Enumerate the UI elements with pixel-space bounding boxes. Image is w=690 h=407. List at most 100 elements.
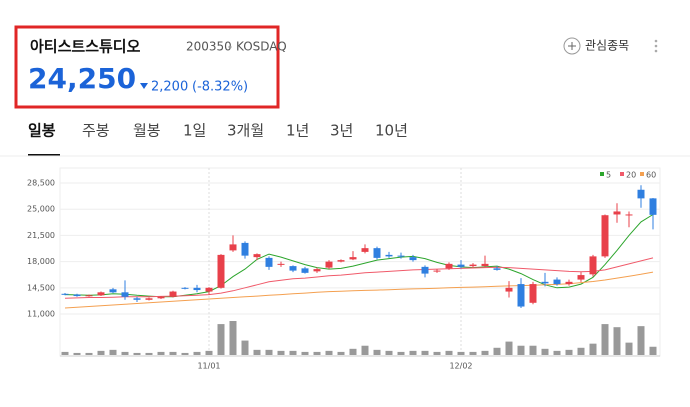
candle-body (301, 268, 309, 273)
candle-body (649, 198, 657, 215)
stock-name: 아티스트스튜디오 (30, 38, 141, 56)
candle-body (85, 295, 93, 297)
volume-bar (529, 345, 537, 355)
tab[interactable]: 3개월 (227, 122, 264, 140)
volume-bar (397, 351, 405, 355)
candle-body (613, 211, 621, 215)
candle-body (61, 293, 69, 295)
volume-bar (253, 349, 261, 355)
candle-body (505, 287, 513, 292)
legend-label: 20 (626, 171, 636, 180)
volume-bar (121, 351, 129, 355)
candle-body (529, 284, 537, 303)
candle-body (553, 279, 561, 285)
tab[interactable]: 주봉 (82, 122, 110, 140)
volume-bar (553, 350, 561, 355)
volume-bar (445, 350, 453, 355)
ma-line (64, 271, 654, 309)
ma-line (64, 214, 654, 298)
tab[interactable]: 1년 (286, 122, 309, 140)
candle-body (337, 260, 345, 262)
candle-body (325, 261, 333, 268)
stock-code: 200350 (186, 40, 232, 54)
candle-body (625, 214, 633, 216)
candle-body (517, 284, 525, 307)
candle-body (157, 296, 165, 299)
candle-body (433, 270, 441, 272)
volume-bar (157, 351, 165, 355)
watch-label[interactable]: 관심종목 (585, 39, 629, 53)
candle-body (601, 215, 609, 257)
x-tick-label: 11/01 (197, 362, 220, 371)
more-menu[interactable] (654, 39, 658, 53)
volume-bar (325, 350, 333, 355)
candle-body (109, 289, 117, 293)
watch-button[interactable]: 관심종목 (563, 37, 629, 55)
candle-body (385, 254, 393, 257)
candle-body (577, 275, 585, 280)
candle-body (181, 287, 189, 289)
volume-bar (73, 352, 81, 355)
volume-bar (217, 324, 225, 355)
volume-bar (109, 349, 117, 355)
volume-bar (505, 341, 513, 355)
candle-body (493, 268, 501, 270)
volume-bar (373, 349, 381, 355)
candle-body (373, 248, 381, 258)
volume-bar (433, 351, 441, 355)
y-tick-label: 25,000 (27, 205, 55, 214)
tab[interactable]: 1일 (183, 122, 206, 140)
y-tick-label: 21,500 (27, 231, 55, 240)
y-tick-label: 18,000 (27, 257, 55, 266)
volume-bar (145, 352, 153, 355)
tab[interactable]: 10년 (375, 122, 408, 140)
volume-bar (277, 350, 285, 355)
volume-bar (409, 350, 417, 355)
volume-bar (361, 345, 369, 355)
candle-body (241, 242, 249, 256)
candle-body (313, 269, 321, 272)
candle-body (421, 266, 429, 274)
candle-body (169, 291, 177, 297)
tab[interactable]: 월봉 (133, 122, 161, 140)
volume-bar (457, 351, 465, 355)
volume-bar (229, 321, 237, 355)
down-arrow (140, 83, 148, 89)
candle-body (565, 281, 573, 285)
highlight-box (14, 25, 280, 109)
legend-label: 60 (646, 171, 656, 180)
candle-body (289, 266, 297, 271)
tab[interactable]: 3년 (330, 122, 353, 140)
separator (228, 45, 232, 49)
candle-body (589, 256, 597, 275)
y-tick-label: 28,500 (27, 179, 55, 188)
candle-body (121, 292, 129, 297)
candle-body (637, 189, 645, 199)
legend-swatch (600, 172, 604, 176)
volume-bar (193, 351, 201, 355)
volume-bar (577, 347, 585, 355)
ma-line (64, 257, 654, 299)
volume-bar (601, 324, 609, 355)
change-rate: (-8.32%) (192, 80, 248, 95)
candle-body (457, 264, 465, 267)
candle-body (97, 292, 105, 296)
candle-body (361, 248, 369, 252)
volume-bar (517, 345, 525, 355)
volume-bar (169, 351, 177, 355)
candle-body (277, 263, 285, 265)
volume-bar (313, 351, 321, 355)
x-tick-label: 12/02 (449, 362, 472, 371)
volume-bar (637, 326, 645, 355)
volume-bar (349, 348, 357, 355)
legend-label: 5 (606, 171, 611, 180)
tab[interactable]: 일봉 (28, 122, 56, 140)
market: KOSDAQ (236, 40, 287, 54)
volume-bar (289, 350, 297, 355)
volume-bar (589, 343, 597, 355)
legend-swatch (620, 172, 624, 176)
candle-body (397, 255, 405, 257)
volume-bar (565, 349, 573, 355)
volume-bar (61, 351, 69, 355)
